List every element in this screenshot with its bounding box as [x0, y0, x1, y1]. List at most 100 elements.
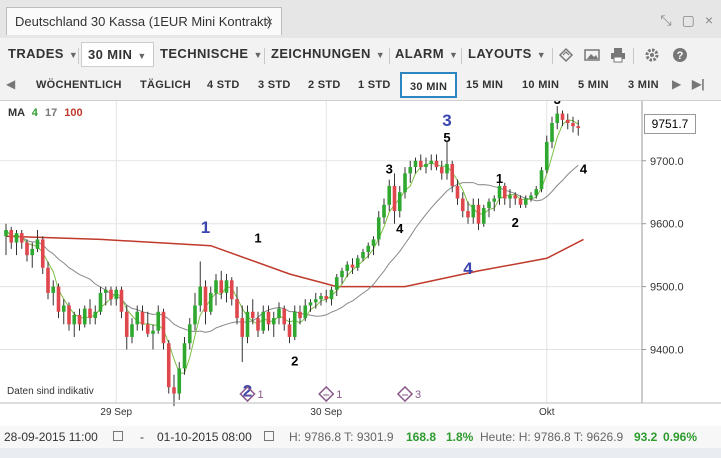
- calendar-to-icon[interactable]: [264, 431, 274, 441]
- candle-body: [481, 207, 486, 224]
- candle-body: [408, 167, 413, 174]
- scroll-right-icon[interactable]: ▶: [672, 77, 682, 91]
- tf-1std[interactable]: 1 STD: [358, 79, 391, 91]
- price-chart[interactable]: 1122343541234113 9700.09600.09500.09400.…: [0, 101, 721, 426]
- candle-body: [334, 277, 339, 290]
- candle-body: [455, 185, 460, 199]
- candle-body: [130, 324, 134, 337]
- tf-3min[interactable]: 3 MIN: [628, 79, 659, 91]
- gear-icon[interactable]: [644, 47, 660, 63]
- draw-tool-icon[interactable]: [558, 47, 574, 63]
- candle-body: [355, 258, 360, 268]
- navigator-strip[interactable]: [0, 448, 721, 458]
- candle-body: [497, 185, 502, 199]
- candle-body: [560, 113, 565, 120]
- range-to: 01-10-2015 08:00: [157, 430, 252, 444]
- candle-body: [35, 239, 40, 249]
- tf-30min[interactable]: 30 MIN: [400, 72, 458, 98]
- candle-body: [361, 252, 365, 259]
- candle-body: [166, 343, 171, 388]
- candle-body: [376, 217, 381, 240]
- candle-body: [371, 239, 376, 246]
- menu-timeframe[interactable]: 30 MIN ▼: [81, 42, 154, 67]
- candle-body: [124, 311, 129, 337]
- maximize-icon[interactable]: ▢: [681, 12, 695, 28]
- menu-trades[interactable]: TRADES ▼: [8, 46, 79, 61]
- tf-15min[interactable]: 15 MIN: [466, 79, 504, 91]
- candle-body: [172, 387, 176, 394]
- calendar-from-icon[interactable]: [113, 431, 123, 441]
- tf-4std[interactable]: 4 STD: [207, 79, 240, 91]
- wave-label: 3: [386, 161, 393, 176]
- y-tick-label: 9600.0: [650, 219, 684, 231]
- candle-body: [140, 311, 145, 325]
- event-marker-icon[interactable]: [396, 385, 414, 403]
- candle-body: [303, 305, 308, 319]
- close-window-icon[interactable]: ×: [704, 12, 713, 28]
- scroll-left-icon[interactable]: ◀: [6, 77, 16, 91]
- menu-zeichnungen[interactable]: ZEICHNUNGEN ▼: [271, 46, 386, 61]
- window-title: Deutschland 30 Kassa (1EUR Mini Kontrakt…: [15, 14, 272, 29]
- candle-body: [565, 119, 570, 124]
- wave-label: 1: [254, 231, 261, 246]
- candle-body: [313, 299, 318, 303]
- candle-body: [114, 289, 119, 300]
- candle-body: [56, 286, 61, 312]
- candle-body: [14, 233, 19, 243]
- range-from: 28-09-2015 11:00: [4, 430, 98, 444]
- image-icon[interactable]: [584, 47, 600, 63]
- tab-close-icon[interactable]: ×: [265, 14, 273, 29]
- candle-body: [529, 195, 533, 199]
- candle-body: [151, 330, 155, 334]
- window-tab[interactable]: Deutschland 30 Kassa (1EUR Mini Kontrakt…: [6, 7, 282, 35]
- candle-body: [319, 296, 323, 300]
- event-marker-icon[interactable]: [318, 385, 335, 403]
- chart-area[interactable]: 1122343541234113 9700.09600.09500.09400.…: [0, 101, 721, 426]
- title-bar: Deutschland 30 Kassa (1EUR Mini Kontrakt…: [0, 0, 721, 38]
- current-price-tag: 9751.7: [644, 114, 696, 134]
- range-high-low: H: 9786.8 T: 9301.9: [289, 430, 394, 444]
- tf-2std[interactable]: 2 STD: [308, 79, 341, 91]
- ma-legend[interactable]: MA 4 17 100: [8, 107, 83, 119]
- print-icon[interactable]: [610, 47, 626, 63]
- menu-technische[interactable]: TECHNISCHE ▼: [160, 46, 263, 61]
- candle-body: [492, 198, 497, 202]
- candle-body: [19, 233, 24, 243]
- candle-body: [277, 308, 281, 319]
- candle-body: [571, 123, 575, 127]
- wave-label: 5: [443, 130, 450, 145]
- wave-label: 4: [396, 221, 404, 236]
- x-tick-label: 30 Sep: [310, 407, 342, 418]
- tf-5min[interactable]: 5 MIN: [578, 79, 609, 91]
- tf-woechentlich[interactable]: WÖCHENTLICH: [36, 79, 122, 91]
- candle-body: [219, 280, 224, 293]
- candle-body: [240, 318, 245, 337]
- y-tick-label: 9400.0: [650, 345, 684, 357]
- today-high-low: Heute: H: 9786.8 T: 9626.9: [480, 430, 624, 444]
- scroll-end-icon[interactable]: ▶|: [692, 77, 705, 91]
- candle-body: [214, 280, 218, 293]
- help-icon[interactable]: ?: [672, 47, 688, 63]
- event-marker-count: 1: [336, 389, 342, 401]
- menu-layouts[interactable]: LAYOUTS ▼: [468, 46, 547, 61]
- undock-icon[interactable]: ⤡: [660, 12, 672, 28]
- tf-3std[interactable]: 3 STD: [258, 79, 291, 91]
- candle-body: [445, 163, 449, 174]
- candle-body: [30, 248, 35, 256]
- today-change-pct: 0.96%: [663, 430, 698, 444]
- candle-body: [261, 311, 266, 331]
- candle-body: [282, 308, 287, 325]
- x-tick-label: Okt: [539, 407, 555, 418]
- candle-body: [203, 286, 208, 312]
- candle-body: [502, 185, 507, 199]
- candle-body: [471, 204, 476, 218]
- candle-body: [187, 324, 192, 344]
- candle-body: [72, 314, 77, 325]
- tf-10min[interactable]: 10 MIN: [522, 79, 560, 91]
- tf-taeglich[interactable]: TÄGLICH: [140, 79, 191, 91]
- candle-body: [397, 192, 402, 212]
- y-tick-label: 9700.0: [650, 156, 684, 168]
- candle-body: [366, 245, 371, 252]
- event-marker-icon[interactable]: [239, 385, 256, 403]
- menu-alarm[interactable]: ALARM ▼: [395, 46, 459, 61]
